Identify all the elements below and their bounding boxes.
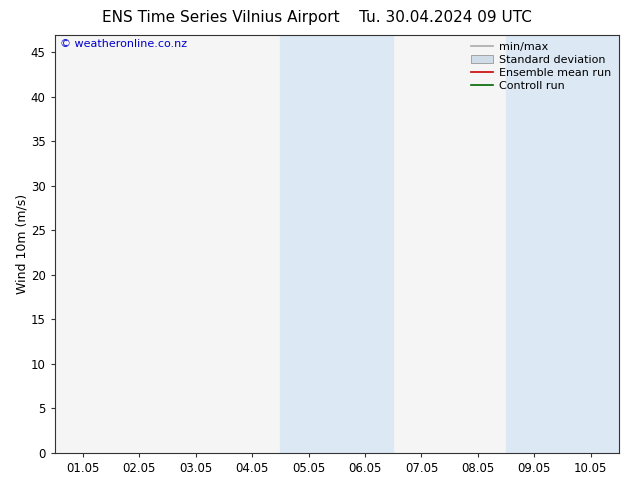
Bar [280,35,393,453]
Text: © weatheronline.co.nz: © weatheronline.co.nz [60,39,188,49]
Bar [506,35,619,453]
Y-axis label: Wind 10m (m/s): Wind 10m (m/s) [15,194,28,294]
Legend: min/max, Standard deviation, Ensemble mean run, Controll run: min/max, Standard deviation, Ensemble me… [469,40,614,93]
Text: ENS Time Series Vilnius Airport    Tu. 30.04.2024 09 UTC: ENS Time Series Vilnius Airport Tu. 30.0… [102,10,532,25]
